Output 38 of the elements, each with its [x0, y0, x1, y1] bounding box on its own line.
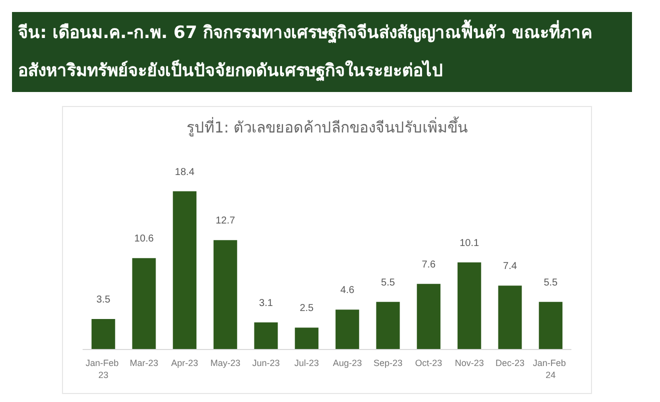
- bar: [498, 286, 522, 349]
- bar: [376, 302, 400, 349]
- bar: [92, 319, 116, 349]
- data-label: 5.5: [381, 277, 396, 288]
- data-label: 10.6: [134, 234, 154, 245]
- x-tick-label: Apr-23: [171, 358, 198, 368]
- x-tick-label: Mar-23: [130, 358, 158, 368]
- x-tick-label: Nov-23: [454, 358, 484, 368]
- x-tick-label: May-23: [210, 358, 240, 368]
- chart-title: จีน: เดือนม.ค.-ก.พ. 67 กิจกรรมทางเศรษฐกิจจีนส่งสัญญาณฟื้นตัว ขณะที่ภาคอสังหาริมทรัพย์จะยังเป็นปัจจัยกดดันเศรษฐกิจในระยะต่อไป: [12, 12, 632, 92]
- chart-subtitle: รูปที่1: ตัวเลขยอดค้าปลีกของจีนปรับเพิ่มขึ้น: [186, 116, 468, 136]
- data-label: 4.6: [340, 285, 355, 296]
- bar: [336, 310, 360, 349]
- bar: [416, 284, 440, 349]
- bar: [214, 240, 238, 349]
- x-tick-label: Oct-23: [415, 358, 442, 368]
- x-tick-label: Dec-23: [495, 358, 525, 368]
- bar: [172, 191, 196, 349]
- x-tick-label: Jan-Feb 23: [86, 358, 122, 380]
- x-tick-label: Jun-23: [252, 358, 280, 368]
- x-tick-label: Sep-23: [373, 358, 403, 368]
- bar: [132, 258, 156, 349]
- bar: [458, 262, 482, 349]
- data-label: 5.5: [544, 277, 558, 288]
- x-tick-label: Jan-Feb 24: [532, 358, 568, 380]
- data-label: 10.1: [460, 238, 480, 249]
- data-label: 7.4: [503, 261, 518, 272]
- x-tick-label: Aug-23: [332, 358, 362, 368]
- bar: [254, 322, 278, 349]
- bar: [294, 328, 318, 349]
- data-label: 18.4: [174, 166, 195, 178]
- data-label: 7.6: [422, 259, 436, 270]
- data-label: 3.1: [259, 298, 274, 309]
- data-label: 12.7: [216, 216, 236, 227]
- x-tick-label: Jul-23: [294, 358, 319, 368]
- data-label: 2.5: [300, 303, 314, 314]
- bar: [538, 302, 562, 349]
- data-label: 3.5: [96, 294, 111, 306]
